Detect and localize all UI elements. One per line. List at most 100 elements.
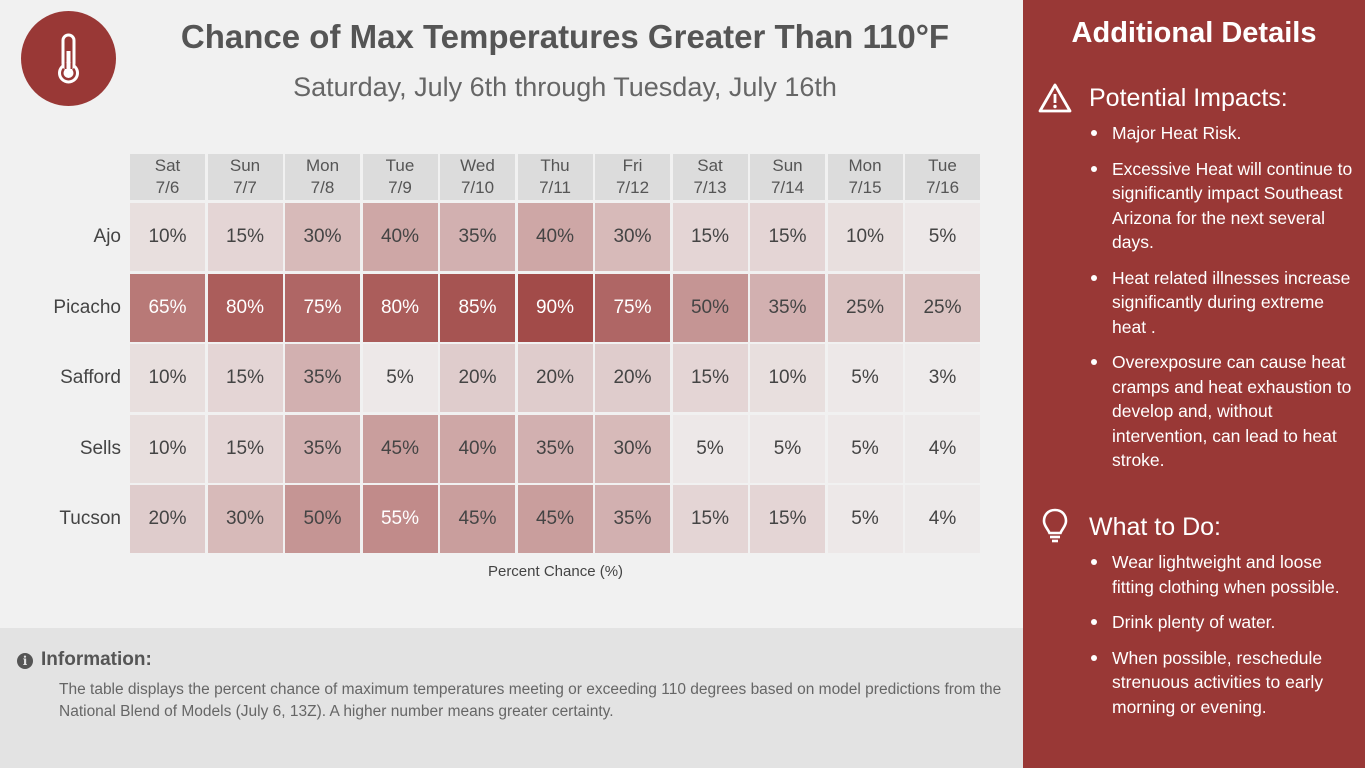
column-header: Mon 7/15 — [827, 154, 903, 200]
heatmap-cell: 15% — [672, 344, 748, 412]
heatmap-cell: 15% — [207, 344, 283, 412]
heatmap-cell: 4% — [905, 485, 980, 553]
column-date-label: 7/13 — [693, 178, 727, 197]
heatmap-cell: 20% — [130, 485, 205, 553]
todo-title: What to Do: — [1089, 513, 1221, 541]
info-icon: i — [17, 653, 33, 669]
column-date-label: 7/7 — [233, 178, 257, 197]
heatmap-cell: 3% — [905, 344, 980, 412]
heatmap-cell: 75% — [595, 273, 670, 342]
warning-icon — [1038, 83, 1072, 113]
heatmap-cell: 30% — [285, 203, 360, 271]
heatmap-cell: 5% — [362, 344, 438, 412]
heatmap-cell: 20% — [517, 344, 593, 412]
column-header: Tue 7/9 — [362, 154, 438, 200]
todo-list-item: Wear lightweight and loose fitting cloth… — [1089, 550, 1354, 599]
heatmap-cell: 25% — [905, 273, 980, 342]
column-date-label: 7/10 — [460, 178, 495, 197]
heatmap-cell: 50% — [285, 485, 360, 553]
sidebar-title: Additional Details — [1071, 17, 1317, 49]
x-axis-label: Percent Chance (%) — [487, 563, 624, 580]
heatmap-cell: 35% — [285, 344, 360, 412]
heatmap-cell: 35% — [595, 485, 670, 553]
column-header: Sat 7/13 — [672, 154, 748, 200]
heatmap-cell: 20% — [440, 344, 515, 412]
logo-badge — [21, 11, 116, 106]
heatmap-cell: 15% — [207, 414, 283, 483]
row-label: Picacho — [53, 296, 121, 318]
impacts-list: Major Heat Risk. Excessive Heat will cont… — [1089, 121, 1354, 484]
heatmap-cell: 4% — [905, 414, 980, 483]
column-day-label: Mon — [848, 156, 882, 175]
heatmap-cell: 35% — [517, 414, 593, 483]
info-text: The table displays the percent chance of… — [59, 681, 1002, 720]
column-day-label: Sun — [229, 156, 261, 175]
column-header: Tue 7/16 — [905, 154, 980, 200]
column-day-label: Mon — [305, 156, 340, 175]
heatmap-cell: 25% — [827, 273, 903, 342]
heatmap-cell: 5% — [672, 414, 748, 483]
column-header: Fri 7/12 — [595, 154, 670, 200]
todo-list-item: When possible, reschedule strenuous acti… — [1089, 646, 1354, 720]
heatmap-cell: 45% — [517, 485, 593, 553]
column-day-label: Thu — [540, 156, 570, 175]
row-label: Ajo — [93, 226, 121, 247]
information-panel: i Information: The table displays the pe… — [0, 628, 1023, 768]
row-label: Sells — [79, 437, 121, 459]
impact-list-item: Heat related illnesses increase signific… — [1089, 266, 1354, 340]
heatmap-cell: 55% — [362, 485, 438, 553]
sidebar: Additional Details Potential Impacts: Ma… — [1023, 0, 1365, 768]
column-day-label: Tue — [928, 156, 957, 175]
heatmap-cell: 45% — [440, 485, 515, 553]
page-subtitle: Saturday, July 6th through Tuesday, July… — [293, 72, 837, 102]
thermometer-icon — [58, 33, 79, 84]
heatmap-cell: 40% — [517, 203, 593, 271]
column-day-label: Sat — [697, 156, 723, 175]
heatmap-cell: 10% — [750, 344, 825, 412]
column-date-label: 7/12 — [615, 178, 650, 197]
info-title: Information: — [41, 649, 152, 670]
heatmap-cell: 15% — [207, 203, 283, 271]
column-header: Thu 7/11 — [517, 154, 593, 200]
column-header: Sat 7/6 — [130, 154, 205, 200]
heatmap-cell: 5% — [827, 344, 903, 412]
impacts-title: Potential Impacts: — [1089, 84, 1288, 112]
heatmap-cell: 35% — [285, 414, 360, 483]
column-date-label: 7/11 — [539, 178, 571, 197]
todo-list: Wear lightweight and loose fitting cloth… — [1089, 550, 1354, 730]
column-date-label: 7/15 — [848, 178, 882, 197]
column-header: Wed 7/10 — [440, 154, 515, 200]
heatmap-cell: 5% — [905, 203, 980, 271]
lightbulb-icon — [1042, 508, 1068, 543]
heatmap-cell: 35% — [750, 273, 825, 342]
heatmap-cell: 10% — [130, 203, 205, 271]
heatmap-cell: 40% — [440, 414, 515, 483]
page-title: Chance of Max Temperatures Greater Than … — [180, 18, 950, 55]
column-date-label: 7/16 — [925, 178, 960, 197]
column-day-label: Sun — [772, 156, 803, 175]
heatmap-cell: 65% — [130, 273, 205, 342]
heatmap-cell: 75% — [285, 273, 360, 342]
heatmap-cell: 5% — [827, 414, 903, 483]
heatmap-cell: 80% — [207, 273, 283, 342]
impact-list-item: Overexposure can cause heat cramps and h… — [1089, 350, 1354, 473]
column-day-label: Sat — [154, 156, 181, 175]
impact-list-item: Major Heat Risk. — [1089, 121, 1354, 146]
column-header: Mon 7/8 — [285, 154, 360, 200]
heatmap-cell: 50% — [672, 273, 748, 342]
heatmap-cell: 15% — [672, 203, 748, 271]
heatmap-cell: 10% — [130, 414, 205, 483]
heatmap-cell: 5% — [827, 485, 903, 553]
heatmap-cell: 15% — [750, 485, 825, 553]
heatmap-cell: 10% — [130, 344, 205, 412]
column-header: Sun 7/7 — [207, 154, 283, 200]
heatmap-cell: 80% — [362, 273, 438, 342]
column-date-label: 7/6 — [155, 178, 180, 197]
column-date-label: 7/14 — [770, 178, 805, 197]
heatmap-cell: 30% — [595, 203, 670, 271]
heatmap-cell: 15% — [672, 485, 748, 553]
row-label: Safford — [60, 367, 121, 388]
heatmap-cell: 85% — [440, 273, 515, 342]
heatmap-cell: 90% — [517, 273, 593, 342]
heatmap-cell: 10% — [827, 203, 903, 271]
